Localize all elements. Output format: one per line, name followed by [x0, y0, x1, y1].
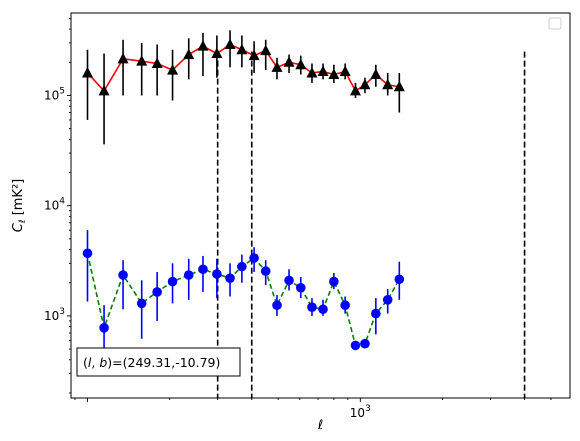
series-0-point-20 [349, 84, 361, 96]
series-1-point-16 [307, 302, 317, 312]
series-0-point-24 [393, 80, 405, 92]
series-0-point-10 [236, 43, 248, 55]
series-1-point-24 [394, 274, 405, 285]
series-0-point-6 [183, 48, 195, 60]
series-1-point-18 [329, 276, 339, 287]
series-0-point-5 [167, 64, 179, 75]
series-1-point-11 [249, 253, 259, 263]
y-tick-label-1: 104 [44, 197, 65, 213]
y-axis-label: Cℓ [mK²] [11, 179, 28, 232]
series-0-point-17 [317, 65, 329, 76]
series-0-point-18 [328, 68, 340, 79]
y-tick-label-0: 103 [44, 307, 65, 323]
series-1-point-23 [382, 295, 393, 305]
series-1-point-13 [272, 300, 282, 311]
series-0-point-1 [98, 84, 110, 96]
series-0-point-9 [224, 38, 236, 50]
annotation-box [76, 347, 241, 377]
series-0-point-11 [248, 49, 260, 61]
series-0-point-16 [306, 66, 318, 78]
series-0-point-3 [136, 55, 148, 66]
series-0-point-23 [382, 78, 394, 90]
series-1-point-21 [360, 338, 370, 349]
series-1-point-15 [295, 282, 306, 293]
series-1-point-1 [99, 323, 109, 333]
series-1-point-7 [198, 264, 208, 275]
legend-box [548, 17, 562, 30]
series-1-point-19 [340, 300, 350, 311]
series-1-point-0 [82, 248, 93, 259]
series-1-point-4 [152, 287, 162, 297]
series-0-point-19 [339, 65, 351, 76]
series-1-point-22 [371, 308, 381, 319]
annotation-text: (l, b)=(249.31,-10.79) [83, 355, 220, 370]
series-1-point-14 [284, 275, 294, 286]
series-1-point-10 [237, 261, 247, 272]
series-0-point-0 [81, 66, 93, 78]
plot-layer [81, 30, 526, 398]
series-0-point-2 [117, 52, 129, 64]
x-axis-label: ℓ [317, 418, 323, 433]
series-1-point-6 [183, 270, 194, 280]
series-0-point-14 [283, 56, 295, 67]
series-0-point-8 [211, 47, 223, 59]
series-1-point-9 [225, 273, 235, 283]
series-1-point-3 [136, 298, 147, 309]
series-1-point-20 [350, 340, 361, 351]
series-0-point-13 [271, 61, 283, 72]
series-0-point-15 [295, 58, 307, 70]
series-1-point-12 [260, 266, 271, 276]
series-0-point-22 [370, 68, 382, 79]
y-tick-label-2: 105 [44, 86, 65, 102]
series-0-point-12 [260, 44, 272, 56]
series-1-point-17 [318, 304, 328, 315]
series-1-point-8 [212, 269, 222, 279]
series-1-point-5 [167, 276, 178, 287]
axes-layer: 103 103 104 105 ℓ Cℓ [mK²] (l, b)=(249.31,-10.… [11, 12, 571, 433]
x-tick-label-0: 103 [350, 404, 371, 420]
series-0-point-21 [359, 78, 371, 90]
series-0-point-7 [197, 40, 209, 51]
series-0-point-4 [151, 57, 163, 68]
series-1-point-2 [118, 270, 128, 280]
